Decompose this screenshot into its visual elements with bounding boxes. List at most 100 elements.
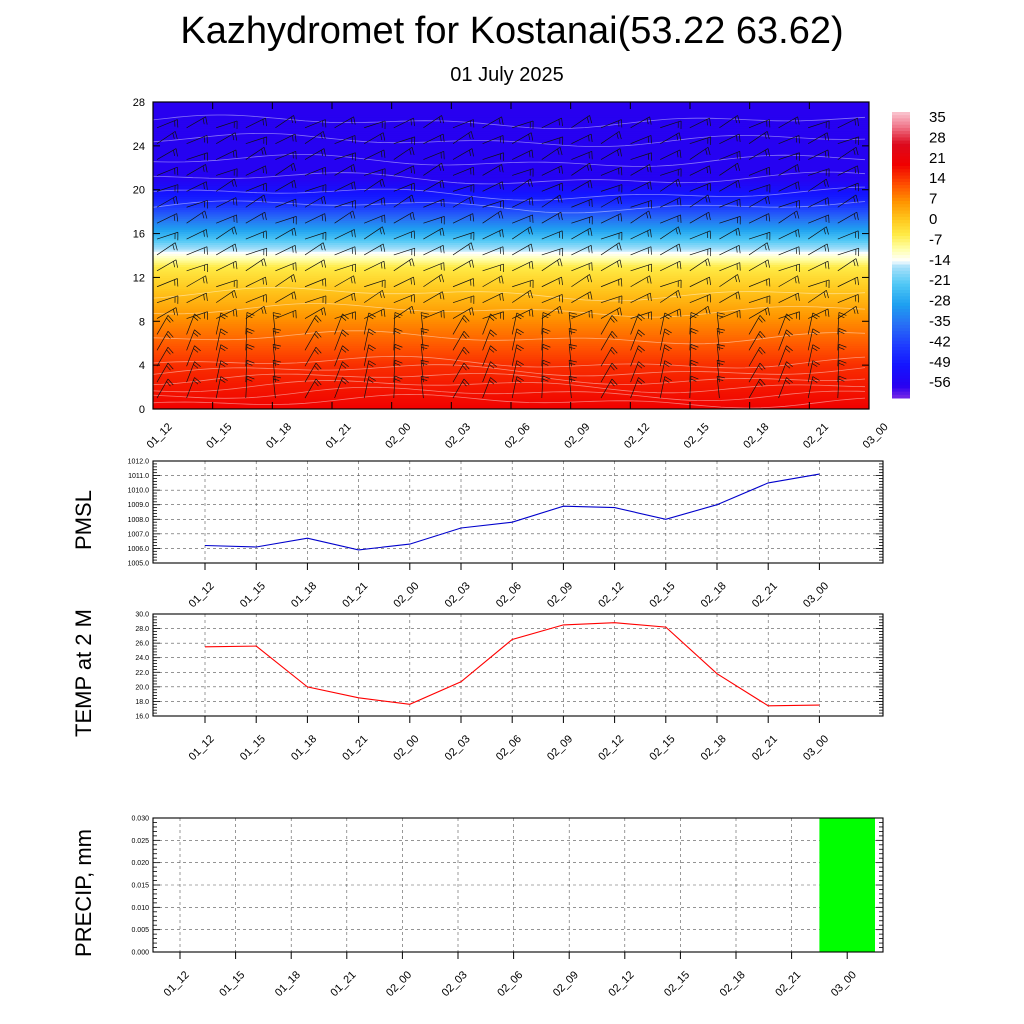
wind-barb-staff xyxy=(600,195,621,208)
temperature-band xyxy=(153,233,869,237)
y-tick-label: 0.010 xyxy=(131,905,149,912)
wind-barb-staff xyxy=(156,295,179,303)
y-tick-label: 28.0 xyxy=(135,626,149,633)
wind-barb-staff xyxy=(719,133,740,144)
wind-barb-flag xyxy=(383,308,386,317)
wind-barb-flag xyxy=(811,379,818,383)
wind-barb-staff xyxy=(423,115,442,129)
temperature-band xyxy=(153,373,869,377)
wind-barb-flag xyxy=(320,244,323,251)
colorbar-segment xyxy=(892,134,910,138)
wind-barb-staff xyxy=(364,226,383,240)
wind-barb-flag xyxy=(462,365,467,371)
wind-barb-staff xyxy=(334,345,343,367)
wind-barb-staff xyxy=(748,331,761,351)
colorbar-segment xyxy=(892,207,910,212)
temperature-contour xyxy=(153,133,866,147)
wind-barb-staff xyxy=(837,117,858,129)
wind-barb-flag xyxy=(173,261,175,268)
wind-barb-staff xyxy=(482,345,491,367)
temperature-band xyxy=(153,400,869,404)
wind-barb-flag xyxy=(202,277,205,284)
wind-barb-flag xyxy=(442,227,445,236)
wind-barb-flag xyxy=(853,213,856,220)
wind-barb-staff xyxy=(275,227,295,240)
wind-barb-staff xyxy=(716,344,720,367)
wind-barb-flag xyxy=(290,276,294,283)
colorbar-segment xyxy=(892,312,910,316)
colorbar-tick-label: 14 xyxy=(929,170,946,187)
wind-barb-flag xyxy=(569,315,576,318)
wind-barb-staff xyxy=(420,328,424,351)
wind-barb-flag xyxy=(341,316,347,321)
wind-barb-staff xyxy=(364,279,386,288)
wind-barb-staff xyxy=(245,305,265,319)
temperature-band xyxy=(153,345,869,349)
wind-barb-staff xyxy=(630,329,639,351)
wind-barb-staff xyxy=(272,312,276,335)
wind-barb-flag xyxy=(501,164,504,173)
temperature-band xyxy=(153,130,869,134)
colorbar-segment xyxy=(892,264,910,269)
wind-barb-staff xyxy=(245,294,267,303)
wind-barb-flag xyxy=(412,212,415,221)
wind-barb-flag xyxy=(314,333,319,339)
wind-barb-flag xyxy=(354,292,356,301)
wind-barb-staff xyxy=(571,133,592,144)
wind-barb-staff xyxy=(748,378,761,399)
wind-barb-staff xyxy=(748,148,769,160)
wind-barb-staff xyxy=(541,136,563,144)
wind-barb-flag xyxy=(734,117,738,124)
wind-barb-flag xyxy=(855,258,859,267)
x-tick-label: 02_06 xyxy=(503,421,533,451)
wind-barb-staff xyxy=(334,135,356,144)
temperature-band xyxy=(153,248,869,252)
wind-barb-staff xyxy=(719,180,739,192)
wind-barb-staff xyxy=(512,260,533,272)
temperature-band xyxy=(153,376,869,379)
wind-barb-flag xyxy=(265,277,267,286)
wind-barb-flag xyxy=(709,165,711,174)
wind-barb-staff xyxy=(275,291,295,303)
temperature-band xyxy=(153,391,869,395)
wind-barb-staff xyxy=(156,278,178,288)
wind-barb-flag xyxy=(587,229,590,236)
wind-barb-staff xyxy=(363,376,370,399)
wind-barb-flag xyxy=(676,245,679,252)
wind-barb-staff xyxy=(837,211,858,224)
wind-barb-staff xyxy=(245,247,267,256)
wind-barb-staff xyxy=(660,279,682,288)
wind-barb-flag xyxy=(173,149,175,157)
y-tick-label: 24.0 xyxy=(135,655,149,662)
wind-barb-staff xyxy=(600,166,622,176)
wind-barb-staff xyxy=(334,329,343,351)
wind-barb-flag xyxy=(690,346,697,350)
wind-barb-flag xyxy=(219,379,226,383)
wind-barb-staff xyxy=(808,197,829,208)
wind-barb-flag xyxy=(767,196,770,205)
wind-barb-staff xyxy=(452,166,474,176)
wind-barb-flag xyxy=(796,210,800,219)
wind-barb-flag xyxy=(442,180,445,189)
wind-barb-flag xyxy=(354,229,356,238)
x-tick-label: 02_12 xyxy=(622,421,652,451)
wind-barb-staff xyxy=(393,344,396,367)
wind-barb-flag xyxy=(235,197,238,206)
wind-barb-flag xyxy=(618,242,622,251)
wind-barb-staff xyxy=(748,295,771,303)
temperature-contour xyxy=(153,303,866,318)
wind-barb-flag xyxy=(232,198,235,205)
colorbar-segment xyxy=(892,200,910,205)
wind-barb-flag xyxy=(234,132,238,141)
wind-barb-staff xyxy=(423,262,444,272)
wind-barb-staff xyxy=(482,292,503,303)
temperature-band xyxy=(153,244,869,248)
colorbar-segment xyxy=(892,305,910,310)
temperature-band xyxy=(153,334,869,338)
wind-barb-flag xyxy=(367,379,374,383)
wind-barb-flag xyxy=(193,380,199,385)
y-tick-label: 1005.0 xyxy=(128,561,150,568)
colorbar-segment xyxy=(892,188,910,192)
wind-barb-staff xyxy=(334,152,356,160)
temperature-band xyxy=(153,246,869,250)
